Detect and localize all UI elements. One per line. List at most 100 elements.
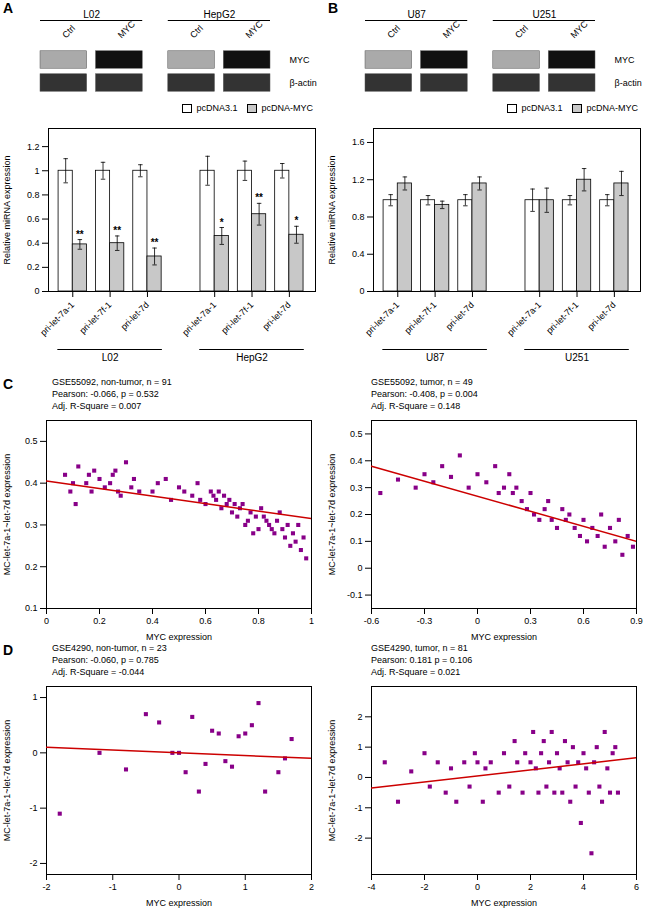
svg-text:pri-let-7a-1: pri-let-7a-1 (180, 300, 218, 338)
svg-text:-2: -2 (354, 833, 362, 843)
svg-text:U251: U251 (565, 352, 589, 363)
svg-text:MC-let-7a-1~let-7d expression: MC-let-7a-1~let-7d expression (2, 720, 12, 841)
svg-text:HepG2: HepG2 (204, 9, 236, 20)
svg-text:MYC: MYC (116, 19, 138, 41)
svg-text:β-actin: β-actin (290, 78, 317, 88)
svg-text:0.3: 0.3 (25, 520, 38, 530)
svg-text:MC-let-7a-1~let-7d expression: MC-let-7a-1~let-7d expression (327, 720, 337, 841)
svg-text:0.6: 0.6 (199, 616, 212, 626)
svg-text:**: ** (113, 225, 121, 236)
svg-text:1: 1 (357, 742, 362, 752)
svg-text:0.3: 0.3 (524, 616, 537, 626)
svg-text:U87: U87 (426, 352, 445, 363)
svg-text:*: * (295, 215, 299, 226)
svg-text:6: 6 (634, 882, 639, 892)
svg-text:pri-let-7f-1: pri-let-7f-1 (77, 300, 113, 336)
svg-text:0: 0 (357, 772, 362, 782)
svg-text:1: 1 (34, 166, 39, 176)
svg-text:0.4: 0.4 (25, 478, 38, 488)
svg-text:0: 0 (359, 286, 364, 296)
svg-text:0.6: 0.6 (577, 616, 590, 626)
svg-text:pri-let-7a-1: pri-let-7a-1 (363, 300, 401, 338)
svg-text:0: 0 (475, 616, 480, 626)
svg-text:MYC: MYC (441, 19, 463, 41)
svg-text:0: 0 (34, 286, 39, 296)
svg-text:0.4: 0.4 (352, 249, 365, 259)
svg-text:0.4: 0.4 (146, 616, 159, 626)
svg-text:0: 0 (176, 882, 181, 892)
svg-text:0.1: 0.1 (350, 536, 363, 546)
svg-text:MYC: MYC (244, 19, 266, 41)
svg-text:1.2: 1.2 (352, 175, 365, 185)
svg-text:0.5: 0.5 (350, 429, 363, 439)
svg-text:MYC expression: MYC expression (146, 898, 212, 908)
svg-text:0.9: 0.9 (630, 616, 643, 626)
svg-text:U251: U251 (532, 9, 556, 20)
svg-text:-0.6: -0.6 (364, 616, 380, 626)
svg-text:-0.3: -0.3 (417, 616, 433, 626)
svg-text:0: 0 (475, 882, 480, 892)
svg-text:MYC: MYC (569, 19, 591, 41)
svg-text:0.3: 0.3 (350, 483, 363, 493)
svg-text:pri-let-7d: pri-let-7d (119, 300, 151, 332)
svg-text:**: ** (255, 192, 263, 203)
svg-text:-2: -2 (29, 858, 37, 868)
svg-text:-0.1: -0.1 (347, 590, 363, 600)
svg-text:**: ** (76, 229, 84, 240)
svg-text:Ctrl: Ctrl (513, 23, 530, 40)
svg-text:Ctrl: Ctrl (60, 23, 77, 40)
svg-text:Relative miRNA expression: Relative miRNA expression (327, 155, 337, 264)
svg-text:Ctrl: Ctrl (385, 23, 402, 40)
svg-text:U87: U87 (407, 9, 426, 20)
svg-text:1: 1 (243, 882, 248, 892)
svg-text:MYC expression: MYC expression (471, 632, 537, 642)
svg-text:MYC: MYC (290, 55, 311, 65)
svg-text:**: ** (151, 237, 159, 248)
svg-text:-1: -1 (29, 803, 37, 813)
svg-text:pri-let-7f-1: pri-let-7f-1 (219, 300, 255, 336)
svg-text:pri-let-7f-1: pri-let-7f-1 (402, 300, 438, 336)
svg-text:0.2: 0.2 (25, 562, 38, 572)
svg-text:L02: L02 (83, 9, 100, 20)
svg-text:MC-let-7a-1~let-7d expression: MC-let-7a-1~let-7d expression (327, 454, 337, 575)
svg-text:2: 2 (357, 712, 362, 722)
svg-text:HepG2: HepG2 (236, 352, 268, 363)
svg-text:MC-let-7a-1~let-7d expression: MC-let-7a-1~let-7d expression (2, 454, 12, 575)
svg-text:0.2: 0.2 (27, 262, 40, 272)
svg-text:1: 1 (32, 692, 37, 702)
svg-text:-2: -2 (420, 882, 428, 892)
svg-text:1.6: 1.6 (352, 137, 365, 147)
svg-text:Relative miRNA expression: Relative miRNA expression (2, 155, 12, 264)
svg-text:-1: -1 (354, 803, 362, 813)
svg-text:1: 1 (309, 616, 314, 626)
svg-text:pri-let-7a-1: pri-let-7a-1 (505, 300, 543, 338)
svg-text:pri-let-7d: pri-let-7d (261, 300, 293, 332)
svg-text:0.8: 0.8 (352, 212, 365, 222)
svg-text:0.4: 0.4 (350, 456, 363, 466)
svg-text:pri-let-7f-1: pri-let-7f-1 (544, 300, 580, 336)
svg-text:0: 0 (357, 563, 362, 573)
svg-text:MYC expression: MYC expression (146, 632, 212, 642)
svg-text:1.2: 1.2 (27, 141, 40, 151)
svg-text:pri-let-7d: pri-let-7d (444, 300, 476, 332)
svg-text:pri-let-7a-1: pri-let-7a-1 (38, 300, 76, 338)
svg-text:0.2: 0.2 (93, 616, 106, 626)
svg-text:4: 4 (581, 882, 586, 892)
svg-text:0.6: 0.6 (27, 214, 40, 224)
svg-text:-1: -1 (109, 882, 117, 892)
svg-text:0: 0 (44, 616, 49, 626)
svg-text:0.2: 0.2 (350, 509, 363, 519)
svg-text:MYC: MYC (615, 55, 636, 65)
svg-text:-2: -2 (42, 882, 50, 892)
svg-text:pri-let-7d: pri-let-7d (586, 300, 618, 332)
svg-text:2: 2 (309, 882, 314, 892)
svg-text:-4: -4 (367, 882, 375, 892)
svg-text:0.8: 0.8 (27, 190, 40, 200)
svg-text:0.4: 0.4 (27, 238, 40, 248)
svg-text:L02: L02 (102, 352, 119, 363)
svg-text:0.5: 0.5 (25, 436, 38, 446)
svg-text:MYC expression: MYC expression (471, 898, 537, 908)
svg-text:β-actin: β-actin (615, 78, 642, 88)
svg-text:2: 2 (528, 882, 533, 892)
svg-text:0.8: 0.8 (252, 616, 265, 626)
